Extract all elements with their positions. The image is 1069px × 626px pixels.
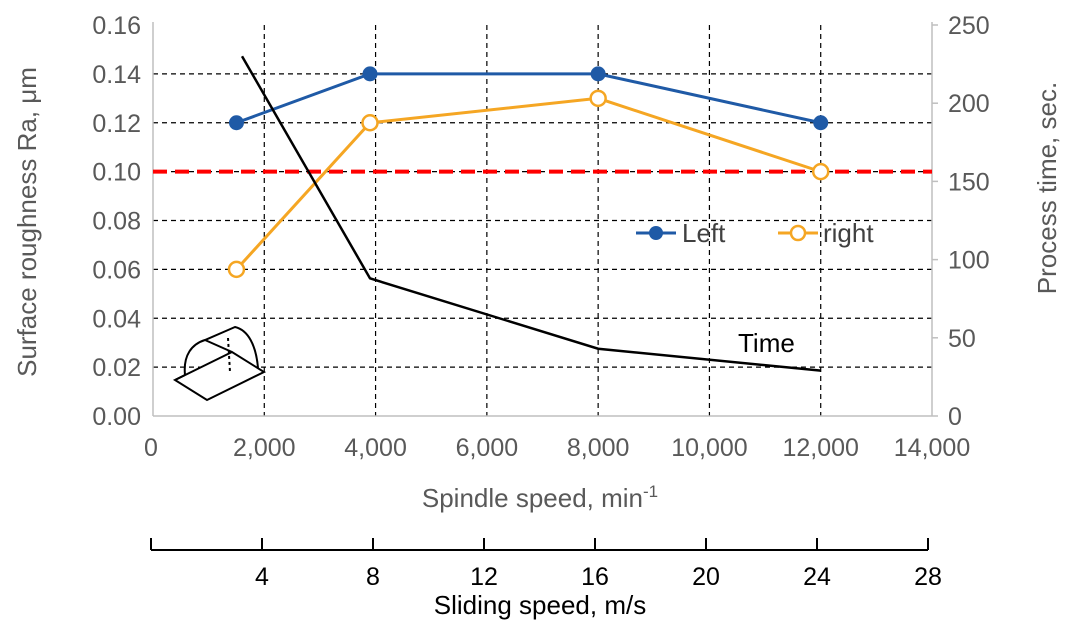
- y-right-tick-label: 200: [948, 90, 990, 118]
- y-right-tick-label: 0: [948, 403, 962, 431]
- data-point-left: [362, 66, 378, 82]
- data-point-right: [227, 260, 246, 279]
- secondary-axis-label: Sliding speed, m/s: [434, 590, 646, 620]
- x-tick-label: 10,000: [671, 434, 747, 462]
- x-tick-label: 2,000: [233, 434, 296, 462]
- y-left-tick-label: 0.08: [92, 208, 141, 236]
- x-tick-label: 6,000: [456, 434, 519, 462]
- legend-left-label: Left: [682, 218, 726, 248]
- series-line-left: [235, 72, 822, 125]
- y-left-tick-label: 0.12: [92, 110, 141, 138]
- data-point-left: [590, 66, 606, 82]
- secondary-axis-tick-label: 4: [255, 563, 269, 591]
- x-tick-label: 12,000: [782, 434, 858, 462]
- legend-right-marker: [789, 224, 807, 242]
- series-line-time: [240, 55, 821, 372]
- y-right-tick-label: 150: [948, 168, 990, 196]
- y-axis-left-label: Surface roughness Ra, μm: [12, 67, 42, 377]
- legend-right-label: right: [823, 218, 874, 248]
- secondary-axis-tick-label: 16: [581, 563, 609, 591]
- legend-left-marker: [649, 226, 663, 240]
- secondary-axis-tick-label: 8: [366, 563, 380, 591]
- x-axis-label: Spindle speed, min-1: [422, 482, 658, 513]
- y-axis-right-label: Process time, sec.: [1032, 82, 1062, 294]
- axes: [152, 22, 938, 417]
- data-point-left: [228, 115, 244, 131]
- data-point-right: [589, 89, 607, 108]
- series-group: [227, 55, 830, 372]
- secondary-axis-tick-label: 28: [914, 563, 942, 591]
- secondary-axis-tick-label: 20: [692, 563, 720, 591]
- y-left-tick-label: 0.10: [92, 159, 141, 187]
- x-axis-label-text: Spindle speed, min: [422, 483, 643, 513]
- x-tick-label: 4,000: [344, 434, 407, 462]
- x-tick-label: 14,000: [894, 434, 970, 462]
- data-point-left: [813, 115, 829, 131]
- y-left-tick-label: 0.00: [92, 403, 141, 431]
- x-axis-label-superscript: -1: [643, 482, 658, 501]
- data-point-right: [361, 114, 379, 132]
- y-left-tick-label: 0.04: [92, 305, 141, 333]
- series-line-right: [235, 96, 822, 271]
- workpiece-icon: [172, 325, 267, 402]
- x-tick-label: 8,000: [567, 434, 630, 462]
- y-left-tick-label: 0.16: [92, 12, 141, 40]
- y-left-tick-label: 0.14: [92, 61, 141, 89]
- tick-labels: 0.00 0.02 0.04 0.06 0.08 0.10 0.12 0.14 0.16 0 2,0…: [92, 12, 989, 462]
- legend: Left right: [636, 218, 874, 248]
- time-annotation: Time: [738, 328, 795, 358]
- y-left-tick-label: 0.06: [92, 256, 141, 284]
- y-left-tick-label: 0.02: [92, 354, 141, 382]
- x-tick-label: 0: [144, 434, 158, 462]
- y-right-tick-label: 50: [948, 325, 976, 353]
- secondary-axis: 4 8 12 16 20 24 28: [150, 538, 942, 591]
- y-right-tick-label: 100: [948, 247, 990, 275]
- data-point-right: [811, 162, 830, 181]
- secondary-axis-tick-label: 24: [803, 563, 831, 591]
- secondary-axis-tick-label: 12: [470, 563, 498, 591]
- y-right-tick-label: 250: [948, 12, 990, 40]
- grid: [153, 25, 932, 416]
